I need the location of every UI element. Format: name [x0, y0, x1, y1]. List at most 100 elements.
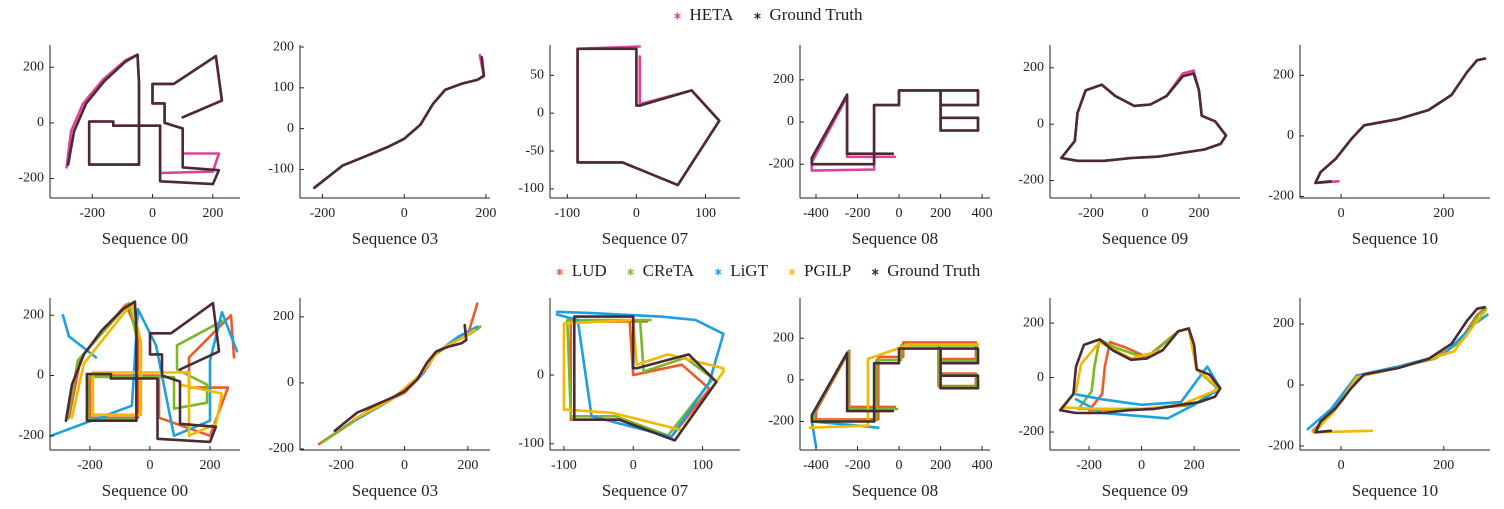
x-tick-label: 200: [1184, 458, 1205, 473]
x-axis-label: Sequence 03: [352, 481, 438, 500]
x-tick-label: 0: [401, 206, 408, 221]
x-tick-label: 0: [1338, 458, 1345, 473]
y-tick-label: 0: [1287, 377, 1294, 392]
y-tick-label: -100: [268, 162, 294, 177]
y-tick-label: 0: [287, 121, 294, 136]
y-tick-label: -200: [268, 441, 294, 456]
x-tick-label: 400: [972, 206, 993, 221]
x-tick-label: 200: [930, 458, 951, 473]
x-axis-label: Sequence 07: [602, 481, 689, 500]
x-tick-label: 200: [199, 458, 220, 473]
legend-marker: [754, 12, 761, 20]
x-tick-label: -200: [310, 206, 336, 221]
trajectory: [333, 323, 468, 433]
trajectory: [1314, 305, 1487, 434]
legend-label: LiGT: [730, 261, 768, 280]
y-tick-label: 0: [287, 375, 294, 390]
x-tick-label: -200: [79, 206, 105, 221]
x-tick-label: -100: [554, 206, 580, 221]
x-axis-label: Sequence 09: [1102, 481, 1188, 500]
x-tick-label: 100: [695, 206, 716, 221]
x-axis-label: Sequence 00: [102, 481, 188, 500]
x-axis-label: Sequence 08: [852, 481, 938, 500]
legend-label: CReTA: [643, 261, 695, 280]
trajectory: [1314, 57, 1487, 185]
legend-label: PGILP: [804, 261, 851, 280]
x-axis-label: Sequence 09: [1102, 229, 1188, 248]
y-tick-label: -200: [768, 156, 794, 171]
x-tick-label: -100: [551, 458, 577, 473]
legend: HETA Ground Truth: [674, 5, 863, 24]
trajectory: [67, 303, 236, 438]
x-tick-label: 200: [930, 206, 951, 221]
y-tick-label: 200: [1023, 315, 1044, 330]
x-axis-label: Sequence 07: [602, 229, 689, 248]
trajectory: [555, 310, 725, 439]
legend: LUD CReTA LiGT PGILP Ground Truth: [556, 261, 981, 280]
y-tick-label: 0: [537, 105, 544, 120]
x-axis-label: Sequence 00: [102, 229, 188, 248]
x-tick-label: 0: [146, 458, 153, 473]
x-axis-label: Sequence 10: [1352, 229, 1438, 248]
y-tick-label: -200: [768, 414, 794, 429]
x-tick-label: 0: [1138, 458, 1145, 473]
marker-stroke: [674, 13, 681, 19]
y-tick-label: 200: [773, 330, 794, 345]
y-tick-label: 100: [273, 80, 294, 95]
x-tick-label: 0: [633, 206, 640, 221]
marker-stroke: [788, 269, 796, 275]
y-tick-label: -200: [18, 428, 44, 443]
y-tick-label: 0: [1037, 116, 1044, 131]
y-tick-label: 0: [1287, 128, 1294, 143]
trajectory: [64, 300, 221, 444]
trajectory: [808, 343, 980, 429]
trajectory: [70, 301, 224, 438]
x-tick-label: 200: [1433, 206, 1454, 221]
x-tick-label: 0: [630, 458, 637, 473]
trajectory: [810, 89, 980, 166]
x-tick-label: 0: [896, 458, 903, 473]
trajectory: [810, 347, 980, 423]
trajectory: [66, 53, 224, 186]
x-tick-label: -200: [328, 458, 354, 473]
x-tick-label: -400: [803, 206, 829, 221]
x-tick-label: 0: [1142, 206, 1149, 221]
legend-marker: [788, 268, 796, 276]
y-tick-label: -50: [525, 143, 544, 158]
legend-marker: [714, 268, 722, 276]
y-tick-label: 50: [530, 68, 544, 83]
y-tick-label: 0: [1037, 370, 1044, 385]
marker-stroke: [754, 13, 761, 19]
legend-marker: [871, 268, 879, 276]
y-tick-label: 200: [273, 309, 294, 324]
trajectory: [576, 47, 721, 187]
legend-label: Ground Truth: [769, 5, 863, 24]
marker-stroke: [871, 269, 879, 275]
x-axis-label: Sequence 10: [1352, 481, 1438, 500]
trajectory: [1072, 365, 1222, 420]
y-tick-label: 0: [787, 372, 794, 387]
legend-marker: [556, 268, 564, 276]
x-tick-label: -200: [1078, 206, 1104, 221]
x-tick-label: 200: [1188, 206, 1209, 221]
x-tick-label: 200: [475, 206, 496, 221]
trajectory: [1060, 72, 1228, 163]
marker-stroke: [714, 269, 722, 275]
y-tick-label: -200: [1018, 424, 1044, 439]
legend-marker: [674, 12, 681, 20]
legend-marker: [627, 268, 635, 276]
x-tick-label: 200: [1433, 458, 1454, 473]
x-axis-label: Sequence 08: [852, 229, 938, 248]
trajectory: [352, 328, 476, 421]
x-tick-label: -400: [803, 458, 829, 473]
y-tick-label: 0: [37, 115, 44, 130]
x-tick-label: 200: [457, 458, 478, 473]
y-tick-label: 0: [787, 114, 794, 129]
y-tick-label: -200: [1268, 438, 1294, 453]
marker-stroke: [627, 269, 635, 275]
y-tick-label: 200: [773, 72, 794, 87]
y-tick-label: 200: [1273, 316, 1294, 331]
x-tick-label: -200: [1076, 458, 1102, 473]
